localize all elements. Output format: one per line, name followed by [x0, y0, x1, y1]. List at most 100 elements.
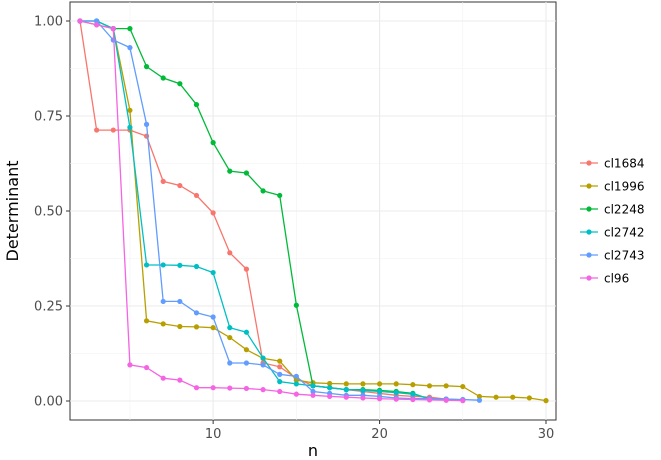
- legend-key-point: [586, 229, 592, 235]
- data-point-cl1684: [160, 178, 166, 184]
- data-point-cl2743: [243, 360, 250, 366]
- x-tick-label: 10: [205, 427, 222, 442]
- data-point-cl2248: [227, 168, 233, 174]
- data-point-cl1996: [543, 398, 549, 404]
- data-point-cl1996: [360, 381, 366, 387]
- data-point-cl96: [227, 385, 233, 391]
- data-point-cl1996: [193, 324, 200, 330]
- data-point-cl2248: [193, 102, 200, 108]
- legend-label: cl1996: [604, 180, 644, 194]
- series-line-cl2248: [80, 20, 463, 401]
- data-point-cl2743: [177, 298, 183, 305]
- data-point-cl1996: [410, 382, 416, 388]
- y-tick-label: 0.25: [34, 300, 63, 315]
- data-point-cl96: [343, 394, 349, 400]
- data-point-cl1996: [177, 323, 183, 330]
- data-point-cl2743: [94, 18, 100, 24]
- y-axis-title: Determinant: [3, 161, 22, 262]
- data-point-cl2742: [376, 388, 383, 395]
- data-point-cl2248: [293, 302, 299, 308]
- legend-label: cl2248: [604, 203, 644, 217]
- data-point-cl96: [310, 392, 316, 398]
- data-point-cl2742: [360, 387, 366, 393]
- data-point-cl2743: [143, 121, 150, 127]
- data-point-cl96: [210, 385, 216, 391]
- data-point-cl96: [193, 385, 200, 391]
- grid-lines: [70, 2, 556, 420]
- data-point-cl1996: [127, 107, 133, 113]
- data-point-cl96: [460, 398, 466, 404]
- data-point-cl96: [376, 396, 383, 402]
- data-point-cl2743: [227, 360, 233, 366]
- data-point-cl96: [160, 375, 166, 381]
- series-layer: [77, 18, 549, 404]
- data-point-cl96: [393, 396, 399, 402]
- data-point-cl2248: [243, 170, 250, 176]
- data-point-cl1996: [393, 381, 399, 387]
- y-tick-label: 0.75: [34, 110, 63, 125]
- data-point-cl1996: [160, 321, 166, 327]
- legend-item-cl96: cl96: [580, 272, 629, 286]
- data-point-cl1684: [243, 266, 250, 272]
- data-point-cl96: [77, 18, 83, 24]
- data-point-cl96: [277, 388, 283, 395]
- data-point-cl2742: [177, 262, 183, 268]
- data-point-cl2248: [277, 192, 283, 199]
- x-tick-label: 20: [371, 427, 388, 442]
- data-point-cl2742: [410, 391, 416, 397]
- data-point-cl96: [177, 377, 183, 383]
- data-point-cl1996: [243, 347, 250, 353]
- data-point-cl1684: [227, 250, 233, 256]
- data-point-cl96: [127, 362, 133, 368]
- data-point-cl2742: [310, 383, 316, 389]
- data-point-cl96: [410, 396, 416, 403]
- data-point-cl2742: [193, 263, 200, 270]
- legend-label: cl2743: [604, 249, 644, 263]
- legend-key-point: [586, 160, 592, 166]
- data-point-cl1996: [526, 395, 532, 401]
- data-point-cl96: [443, 397, 449, 403]
- legend-key-point: [586, 183, 592, 189]
- data-point-cl96: [110, 26, 116, 32]
- data-point-cl2742: [343, 387, 349, 393]
- y-tick-label: 0.50: [34, 205, 63, 220]
- data-point-cl2742: [143, 262, 150, 268]
- data-point-cl96: [426, 397, 433, 403]
- data-point-cl2743: [476, 397, 483, 403]
- data-point-cl1996: [277, 358, 283, 364]
- data-point-cl2248: [177, 81, 183, 87]
- data-point-cl1684: [193, 192, 200, 199]
- data-point-cl2248: [260, 188, 266, 194]
- legend-label: cl96: [604, 272, 629, 286]
- data-point-cl2742: [393, 390, 399, 396]
- x-tick-label: 30: [538, 427, 555, 442]
- data-point-cl2742: [327, 385, 333, 391]
- legend-label: cl1684: [604, 157, 644, 171]
- data-point-cl1996: [143, 318, 150, 324]
- data-point-cl2248: [210, 140, 216, 146]
- legend-item-cl2248: cl2248: [580, 203, 644, 217]
- data-point-cl96: [260, 387, 266, 393]
- data-point-cl1684: [210, 210, 216, 216]
- data-point-cl96: [243, 385, 250, 392]
- legend: cl1684 cl1996 cl2248 cl2742 cl2743 cl96: [580, 157, 644, 286]
- data-point-cl2742: [277, 379, 283, 385]
- data-point-cl2743: [293, 373, 299, 379]
- data-point-cl2248: [160, 75, 166, 81]
- data-point-cl96: [143, 364, 150, 371]
- data-point-cl1684: [94, 127, 100, 133]
- data-point-cl2743: [193, 310, 200, 316]
- y-axis-ticks: 0.00 0.25 0.50 0.75 1.00: [34, 15, 70, 410]
- data-point-cl1996: [493, 394, 499, 400]
- data-point-cl1996: [510, 394, 516, 400]
- data-point-cl1996: [443, 383, 449, 389]
- data-point-cl2248: [127, 26, 133, 32]
- data-point-cl1996: [210, 325, 216, 331]
- data-point-cl1684: [277, 364, 283, 370]
- legend-item-cl2743: cl2743: [580, 249, 644, 263]
- data-point-cl96: [327, 393, 333, 400]
- data-point-cl96: [94, 22, 100, 28]
- data-point-cl1996: [327, 380, 333, 387]
- legend-key-point: [586, 275, 592, 281]
